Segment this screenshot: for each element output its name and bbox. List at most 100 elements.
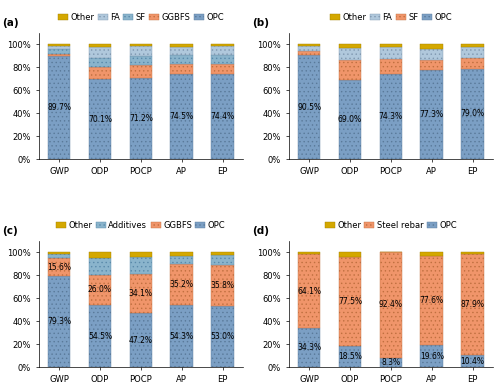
Bar: [170, 256, 193, 264]
Bar: [212, 252, 234, 255]
Bar: [88, 45, 111, 47]
Text: 18.5%: 18.5%: [338, 352, 362, 361]
Bar: [212, 265, 234, 307]
Text: 74.3%: 74.3%: [379, 112, 403, 121]
Bar: [130, 252, 152, 256]
Bar: [420, 70, 443, 160]
Bar: [212, 64, 234, 74]
Bar: [88, 47, 111, 58]
Bar: [420, 252, 443, 256]
Bar: [170, 74, 193, 160]
Text: 70.1%: 70.1%: [88, 115, 112, 124]
Legend: Other, FA, SF, GGBFS, OPC: Other, FA, SF, GGBFS, OPC: [54, 9, 228, 25]
Bar: [380, 358, 402, 368]
Text: 89.7%: 89.7%: [47, 103, 71, 112]
Bar: [380, 59, 402, 74]
Bar: [130, 56, 152, 65]
Bar: [298, 55, 320, 160]
Bar: [462, 355, 484, 368]
Text: 8.3%: 8.3%: [382, 358, 400, 367]
Bar: [462, 47, 484, 58]
Bar: [130, 274, 152, 313]
Bar: [48, 56, 70, 160]
Bar: [380, 251, 402, 358]
Text: 35.8%: 35.8%: [210, 282, 234, 291]
Text: (b): (b): [252, 18, 269, 28]
Bar: [88, 58, 111, 67]
Bar: [338, 346, 361, 368]
Bar: [212, 55, 234, 64]
Bar: [380, 47, 402, 59]
Bar: [212, 74, 234, 160]
Text: 87.9%: 87.9%: [460, 300, 484, 309]
Bar: [48, 252, 70, 254]
Text: 79.3%: 79.3%: [47, 317, 71, 326]
Bar: [170, 45, 193, 47]
Bar: [130, 65, 152, 77]
Bar: [48, 258, 70, 276]
Bar: [170, 47, 193, 55]
Bar: [130, 77, 152, 160]
Bar: [298, 51, 320, 55]
Text: 77.6%: 77.6%: [420, 296, 444, 305]
Bar: [338, 257, 361, 346]
Text: 10.4%: 10.4%: [460, 357, 484, 366]
Text: 47.2%: 47.2%: [129, 336, 153, 345]
Text: 54.5%: 54.5%: [88, 332, 112, 341]
Bar: [48, 254, 70, 258]
Bar: [88, 305, 111, 368]
Bar: [170, 252, 193, 256]
Bar: [212, 46, 234, 55]
Legend: Other, Additives, GGBFS, OPC: Other, Additives, GGBFS, OPC: [53, 217, 229, 233]
Bar: [48, 49, 70, 54]
Bar: [420, 45, 443, 48]
Bar: [212, 45, 234, 46]
Text: 92.4%: 92.4%: [379, 300, 403, 309]
Text: 64.1%: 64.1%: [297, 287, 321, 296]
Bar: [298, 45, 320, 51]
Bar: [462, 252, 484, 254]
Bar: [170, 305, 193, 368]
Bar: [462, 254, 484, 355]
Bar: [48, 45, 70, 46]
Legend: Other, Steel rebar, OPC: Other, Steel rebar, OPC: [322, 217, 460, 233]
Bar: [48, 46, 70, 49]
Bar: [298, 254, 320, 328]
Bar: [420, 345, 443, 368]
Text: 77.3%: 77.3%: [420, 111, 444, 120]
Text: 15.6%: 15.6%: [47, 263, 71, 272]
Bar: [170, 64, 193, 74]
Text: 26.0%: 26.0%: [88, 285, 112, 294]
Bar: [338, 45, 361, 48]
Bar: [170, 264, 193, 305]
Bar: [88, 275, 111, 305]
Text: 53.0%: 53.0%: [210, 332, 234, 341]
Bar: [170, 55, 193, 64]
Bar: [380, 45, 402, 47]
Bar: [212, 307, 234, 368]
Bar: [298, 252, 320, 254]
Bar: [48, 54, 70, 56]
Text: 35.2%: 35.2%: [170, 280, 194, 289]
Bar: [380, 251, 402, 252]
Bar: [130, 47, 152, 56]
Bar: [88, 67, 111, 79]
Bar: [298, 328, 320, 368]
Bar: [420, 59, 443, 70]
Bar: [338, 61, 361, 80]
Legend: Other, FA, SF, OPC: Other, FA, SF, OPC: [326, 9, 455, 25]
Text: 90.5%: 90.5%: [297, 103, 321, 112]
Bar: [130, 256, 152, 274]
Bar: [462, 45, 484, 47]
Bar: [338, 48, 361, 61]
Bar: [212, 255, 234, 265]
Text: 34.3%: 34.3%: [297, 343, 321, 352]
Bar: [462, 68, 484, 160]
Bar: [338, 252, 361, 257]
Bar: [130, 45, 152, 47]
Text: 54.3%: 54.3%: [170, 332, 194, 341]
Bar: [338, 80, 361, 160]
Text: 77.5%: 77.5%: [338, 297, 362, 306]
Bar: [88, 252, 111, 258]
Text: (d): (d): [252, 226, 269, 236]
